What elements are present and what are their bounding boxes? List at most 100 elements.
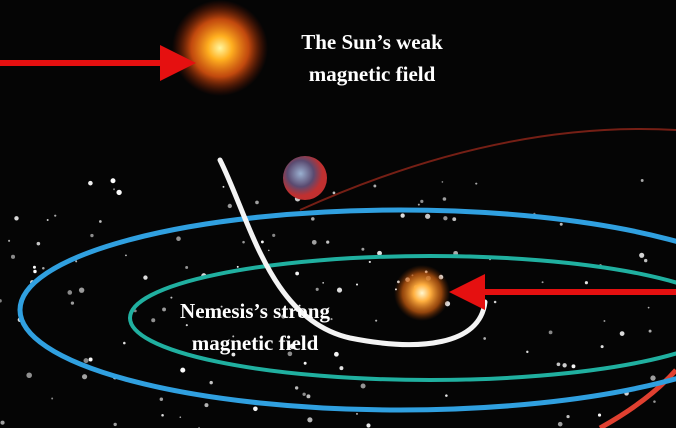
star: [176, 236, 181, 241]
star: [334, 352, 339, 357]
star: [75, 260, 77, 262]
star: [79, 287, 84, 292]
star: [330, 318, 332, 320]
star: [356, 413, 358, 415]
star: [452, 217, 456, 221]
star: [261, 240, 264, 243]
star: [475, 183, 477, 185]
star: [494, 301, 497, 304]
star: [442, 181, 444, 183]
star: [0, 421, 4, 425]
star: [603, 320, 605, 322]
star: [42, 267, 45, 270]
star: [549, 330, 553, 334]
star: [8, 240, 10, 242]
star: [601, 345, 604, 348]
star: [88, 181, 93, 186]
nemesis-label: Nemesis’s strong: [180, 299, 330, 323]
star: [37, 242, 41, 246]
star: [295, 272, 299, 276]
star: [242, 241, 245, 244]
star: [33, 270, 36, 273]
star: [311, 217, 315, 221]
star: [445, 394, 448, 397]
earth: [283, 156, 327, 200]
star: [306, 394, 310, 398]
star: [185, 266, 188, 269]
star: [373, 185, 376, 188]
star: [557, 362, 561, 366]
star: [14, 216, 18, 220]
sun: [172, 0, 268, 96]
star: [375, 320, 377, 322]
star: [161, 414, 164, 417]
star: [339, 366, 343, 370]
star: [223, 186, 225, 188]
star: [443, 216, 447, 220]
star: [562, 363, 566, 367]
star: [641, 179, 644, 182]
star: [143, 275, 147, 279]
star: [572, 364, 576, 368]
scene: The Sun’s weak magnetic field Nemesis’s …: [0, 0, 676, 428]
star: [418, 204, 420, 206]
star: [123, 342, 126, 345]
star: [170, 297, 172, 299]
star: [151, 318, 155, 322]
star: [268, 250, 270, 252]
star: [542, 281, 544, 283]
star: [51, 398, 53, 400]
sun-label: magnetic field: [309, 62, 436, 86]
star: [113, 423, 116, 426]
star: [71, 301, 74, 304]
sun-label: The Sun’s weak: [301, 30, 443, 54]
star: [255, 201, 259, 205]
star: [186, 324, 188, 326]
star: [326, 241, 329, 244]
star: [204, 403, 208, 407]
star: [598, 414, 601, 417]
star: [366, 423, 370, 427]
star: [228, 204, 232, 208]
star: [54, 215, 56, 217]
star: [316, 288, 319, 291]
star: [84, 358, 89, 363]
star: [209, 381, 212, 384]
star: [420, 200, 423, 203]
star: [180, 368, 185, 373]
star: [483, 337, 486, 340]
star: [337, 288, 342, 293]
star: [649, 330, 652, 333]
star: [526, 351, 528, 353]
star: [125, 255, 127, 257]
star: [90, 234, 93, 237]
star: [11, 255, 15, 259]
star: [620, 331, 625, 336]
star: [566, 415, 569, 418]
star: [650, 375, 655, 380]
star: [111, 178, 116, 183]
star: [648, 307, 650, 309]
star: [361, 248, 364, 251]
star: [644, 259, 647, 262]
star: [67, 290, 72, 295]
star: [322, 282, 324, 284]
star: [560, 223, 563, 226]
star: [585, 281, 588, 284]
star: [179, 416, 181, 418]
nemesis-label: magnetic field: [192, 331, 319, 355]
star: [400, 213, 404, 217]
star: [369, 261, 371, 263]
star: [162, 307, 166, 311]
star: [113, 188, 115, 190]
star: [653, 400, 656, 403]
star: [443, 197, 447, 201]
star: [295, 386, 298, 389]
star: [639, 253, 644, 258]
star: [312, 240, 317, 245]
star: [116, 190, 121, 195]
star: [302, 393, 305, 396]
star: [333, 192, 336, 195]
star: [558, 422, 563, 427]
star: [425, 214, 430, 219]
